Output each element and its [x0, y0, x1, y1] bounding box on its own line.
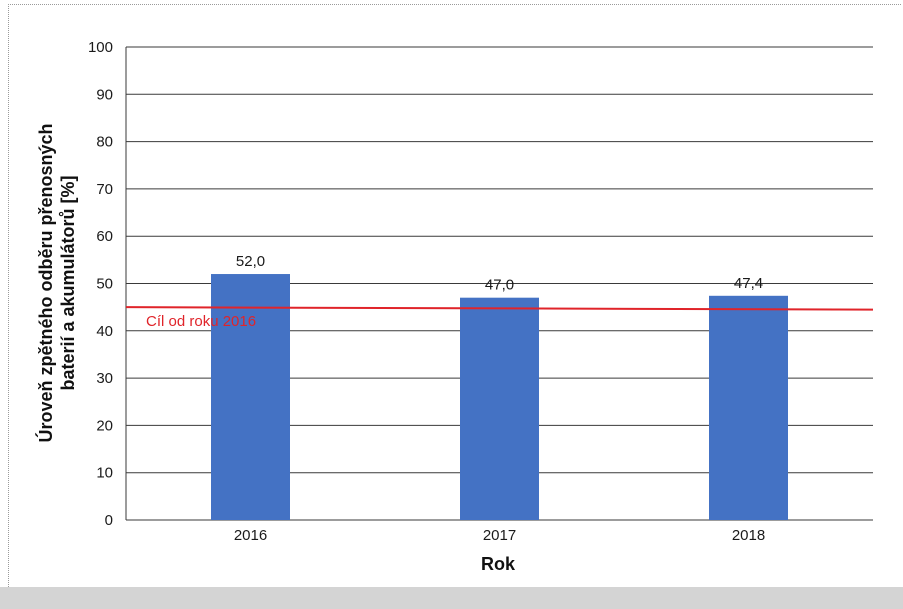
data-label-2017: 47,0	[485, 277, 514, 294]
x-axis-title: Rok	[481, 554, 516, 574]
y-tick-label-10: 10	[96, 465, 113, 482]
y-axis-title-line-2: baterií a akumulátorů [%]	[58, 175, 78, 390]
chart-border	[8, 4, 901, 587]
y-tick-label-100: 100	[88, 39, 113, 56]
y-tick-label-20: 20	[96, 417, 113, 434]
data-label-2018: 47,4	[734, 275, 763, 292]
target-line	[125, 306, 874, 311]
y-tick-label-0: 0	[105, 512, 113, 529]
y-tick-label-40: 40	[96, 323, 113, 340]
x-tick-label-2017: 2017	[483, 527, 516, 544]
target-label: Cíl od roku 2016	[146, 313, 256, 330]
y-tick-label-60: 60	[96, 228, 113, 245]
y-axis-title-line-1: Úroveň zpětného odběru přenosných	[35, 123, 56, 442]
y-tick-label-70: 70	[96, 181, 113, 198]
footer-band	[0, 587, 903, 609]
x-axis-ticks: 2016 2017 2018	[234, 527, 765, 544]
y-tick-label-80: 80	[96, 134, 113, 151]
y-tick-label-30: 30	[96, 370, 113, 387]
y-tick-label-50: 50	[96, 276, 113, 293]
x-tick-label-2016: 2016	[234, 527, 267, 544]
target-line-group: Cíl od roku 2016	[125, 306, 874, 330]
y-tick-label-90: 90	[96, 86, 113, 103]
bars	[211, 274, 788, 520]
axis-titles: Rok Úroveň zpětného odběru přenosných ba…	[35, 123, 516, 574]
bar-chart: 0 10 20 30 40 50 60 70 80 90 100 2016 2017 2018 52,0…	[35, 39, 874, 574]
bar-2016	[211, 274, 290, 520]
bar-2018	[709, 295, 788, 520]
data-labels: 52,0 47,0 47,4	[236, 253, 763, 294]
y-axis-ticks: 0 10 20 30 40 50 60 70 80 90 100	[88, 39, 113, 529]
x-tick-label-2018: 2018	[732, 527, 765, 544]
data-label-2016: 52,0	[236, 253, 265, 270]
bar-2017	[460, 297, 539, 520]
